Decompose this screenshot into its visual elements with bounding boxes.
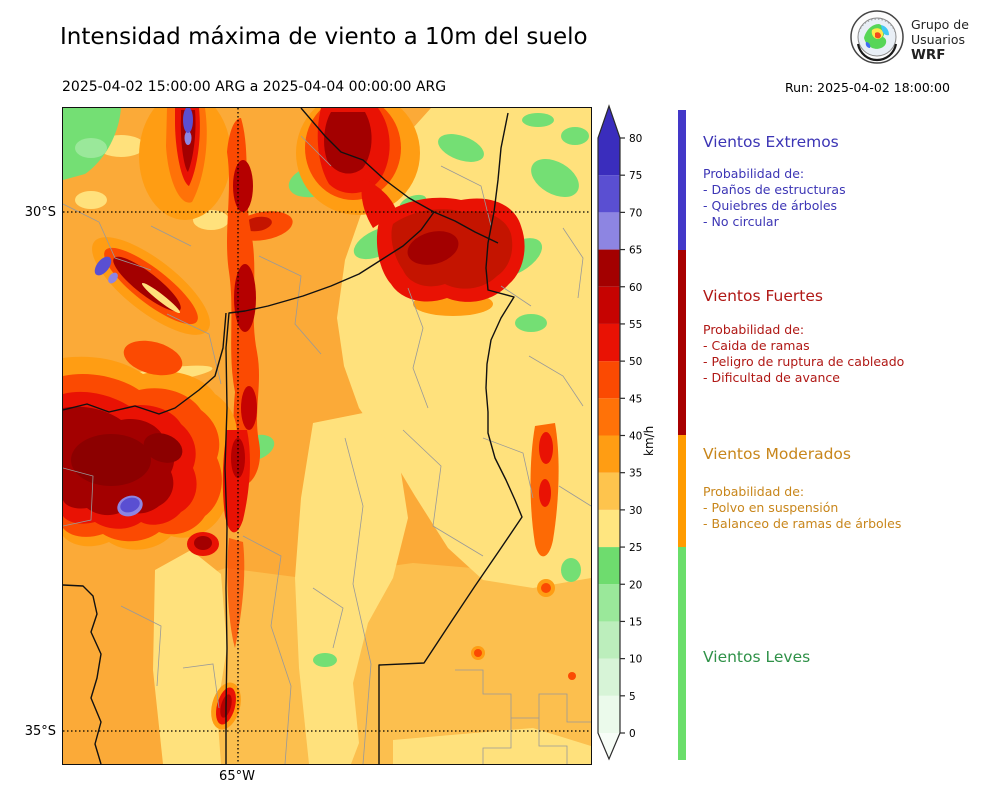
svg-text:5: 5: [629, 691, 636, 703]
svg-text:25: 25: [629, 542, 642, 554]
prob-title: Probabilidad de:: [703, 322, 805, 337]
legend-light-winds: Vientos Leves: [703, 648, 993, 666]
colorbar-unit-label: km/h: [642, 425, 656, 456]
svg-text:35: 35: [629, 468, 642, 480]
extreme-wind-blue-spots: [94, 108, 193, 517]
svg-text:70: 70: [629, 207, 642, 219]
svg-text:65: 65: [629, 245, 642, 257]
lat-label-35s: 35°S: [24, 724, 56, 739]
svg-text:55: 55: [629, 319, 642, 331]
lat-label-30s: 30°S: [24, 205, 56, 220]
legend-extreme-details: Probabilidad de: - Daños de estructuras …: [703, 166, 993, 230]
svg-text:30: 30: [629, 505, 642, 517]
province-boundaries: [63, 108, 523, 764]
prob-item: - Daños de estructuras: [703, 182, 846, 197]
svg-text:0: 0: [629, 728, 636, 740]
legend-extreme-winds: Vientos Extremos Probabilidad de: - Daño…: [703, 133, 993, 230]
logo-line-2: Usuarios: [911, 32, 966, 47]
svg-text:15: 15: [629, 616, 642, 628]
logo-line-3: WRF: [911, 47, 946, 63]
logo-line-1: Grupo de: [911, 17, 969, 32]
colorbar-under-arrow: [598, 733, 620, 759]
wrf-users-group-logo: Grupo de Usuarios WRF: [848, 8, 969, 72]
model-run-label: Run: 2025-04-02 18:00:00: [785, 80, 950, 95]
legend-moderate-title: Vientos Moderados: [703, 445, 851, 463]
prob-item: - Peligro de ruptura de cableado: [703, 354, 905, 369]
prob-item: - No circular: [703, 214, 779, 229]
svg-text:20: 20: [629, 579, 642, 591]
legend-strong-winds: Vientos Fuertes Probabilidad de: - Caida…: [703, 287, 993, 386]
prob-title: Probabilidad de:: [703, 166, 805, 181]
svg-text:80: 80: [629, 133, 642, 145]
scale-extreme-segment: [678, 110, 686, 250]
prob-item: - Quiebres de árboles: [703, 198, 838, 213]
svg-text:40: 40: [629, 431, 642, 443]
wrf-logo-icon: [848, 8, 906, 72]
wind-intensity-map: [62, 107, 592, 765]
legend-strong-details: Probabilidad de: - Caida de ramas - Peli…: [703, 322, 993, 386]
svg-text:60: 60: [629, 282, 642, 294]
graticule-lines: [63, 108, 591, 764]
prob-item: - Dificultad de avance: [703, 370, 840, 385]
scale-strong-segment: [678, 250, 686, 435]
legend-strong-title: Vientos Fuertes: [703, 287, 823, 305]
scale-light-segment: [678, 547, 686, 760]
svg-text:10: 10: [629, 654, 642, 666]
prob-item: - Balanceo de ramas de árboles: [703, 516, 902, 531]
svg-text:75: 75: [629, 170, 642, 182]
svg-text:45: 45: [629, 393, 642, 405]
colorbar-over-arrow: [598, 106, 620, 138]
svg-text:50: 50: [629, 356, 642, 368]
logo-text: Grupo de Usuarios WRF: [911, 17, 969, 63]
lon-label-65w: 65°W: [219, 769, 255, 784]
legend-moderate-winds: Vientos Moderados Probabilidad de: - Pol…: [703, 445, 993, 532]
page-title: Intensidad máxima de viento a 10m del su…: [60, 24, 588, 50]
prob-item: - Caida de ramas: [703, 338, 810, 353]
prob-title: Probabilidad de:: [703, 484, 805, 499]
department-boundaries: [63, 135, 591, 764]
legend-light-title: Vientos Leves: [703, 648, 811, 666]
colorbar-segments: [598, 138, 620, 733]
scale-moderate-segment: [678, 435, 686, 547]
legend-moderate-details: Probabilidad de: - Polvo en suspensión -…: [703, 484, 993, 532]
forecast-period-label: 2025-04-02 15:00:00 ARG a 2025-04-04 00:…: [62, 79, 447, 95]
prob-item: - Polvo en suspensión: [703, 500, 839, 515]
legend-extreme-title: Vientos Extremos: [703, 133, 839, 151]
category-scale-bar: [678, 110, 686, 760]
